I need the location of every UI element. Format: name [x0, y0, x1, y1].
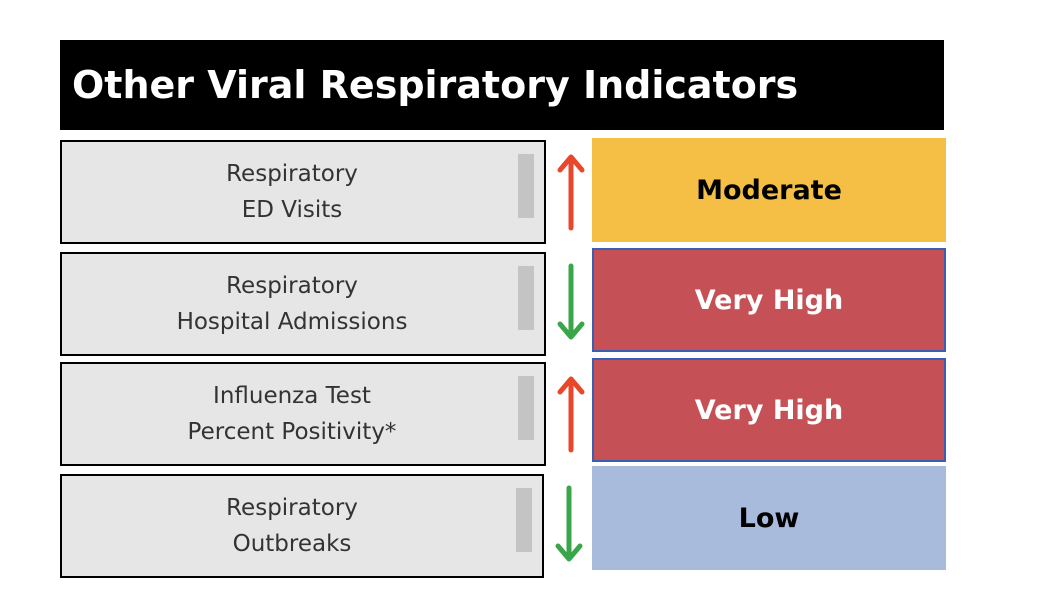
trend-arrow-head: [557, 321, 585, 340]
indicator-label-line2: Outbreaks: [232, 531, 352, 557]
indicator-label: Respiratory Hospital Admissions: [62, 254, 522, 354]
indicator-label-line2: Percent Positivity*: [187, 419, 397, 445]
scroll-tab: [518, 154, 534, 218]
indicator-label: Influenza Test Percent Positivity*: [62, 364, 522, 464]
status-badge: Moderate: [592, 138, 946, 242]
scroll-tab: [518, 266, 534, 330]
status-badge: Very High: [592, 358, 946, 462]
indicator-label-line2: Hospital Admissions: [176, 309, 408, 335]
trend-up-arrow-icon: [557, 154, 585, 231]
trend-up-arrow-icon: [557, 376, 585, 453]
status-badge: Low: [592, 466, 946, 570]
scroll-tab: [516, 488, 532, 552]
scroll-tab: [518, 376, 534, 440]
trend-down-arrow-icon: [555, 485, 583, 562]
indicator-label-line2: ED Visits: [241, 197, 343, 223]
trend-arrow-head: [555, 543, 583, 562]
trend-arrow-head: [557, 376, 585, 395]
indicator-label-line1: Respiratory: [226, 273, 358, 299]
indicator-label-line1: Respiratory: [226, 161, 358, 187]
panel-header: Other Viral Respiratory Indicators: [60, 40, 944, 130]
indicator-label-box: Respiratory Outbreaks: [60, 474, 544, 578]
trend-arrow-head: [557, 154, 585, 173]
indicator-label-box: Respiratory ED Visits: [60, 140, 546, 244]
status-level: Moderate: [696, 174, 842, 206]
status-badge: Very High: [592, 248, 946, 352]
status-level: Very High: [694, 284, 844, 316]
indicator-label: Respiratory ED Visits: [62, 142, 522, 242]
indicator-label: Respiratory Outbreaks: [62, 476, 522, 576]
panel-title: Other Viral Respiratory Indicators: [72, 63, 799, 107]
status-level: Low: [738, 502, 800, 534]
indicator-label-box: Influenza Test Percent Positivity*: [60, 362, 546, 466]
indicator-label-box: Respiratory Hospital Admissions: [60, 252, 546, 356]
trend-down-arrow-icon: [557, 263, 585, 340]
status-level: Very High: [694, 394, 844, 426]
indicator-label-line1: Respiratory: [226, 495, 358, 521]
indicator-label-line1: Influenza Test: [213, 383, 371, 409]
